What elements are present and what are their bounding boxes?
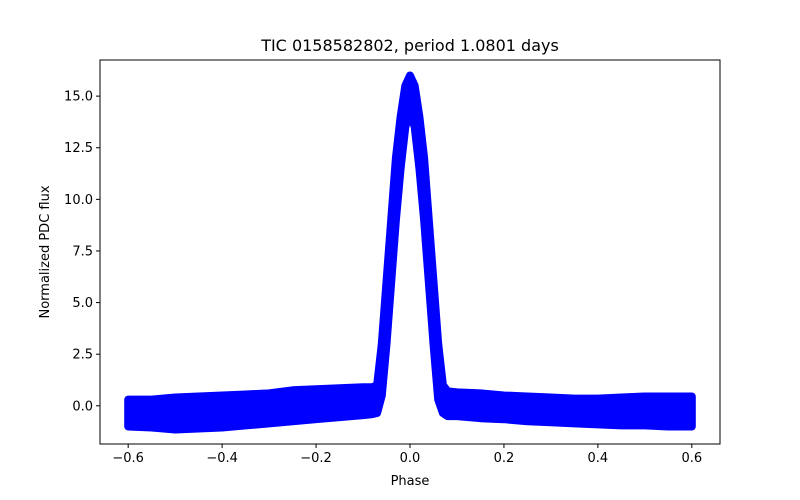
y-tick-label: 12.5: [64, 141, 93, 156]
x-tick-label: 0.0: [400, 451, 421, 466]
data-layer: [124, 71, 696, 434]
x-tick-label: 0.4: [588, 451, 609, 466]
x-tick-label: 0.2: [494, 451, 515, 466]
y-tick-label: 5.0: [72, 296, 93, 311]
x-axis-label: Phase: [391, 474, 430, 489]
y-axis: 0.0 2.5 5.0 7.5 10.0 12.5 15.0: [64, 90, 100, 414]
x-tick-label: −0.4: [206, 451, 238, 466]
x-tick-label: −0.6: [112, 451, 144, 466]
data-points: [124, 71, 696, 434]
y-tick-label: 7.5: [72, 244, 93, 259]
y-tick-label: 2.5: [72, 348, 93, 363]
chart-title: TIC 0158582802, period 1.0801 days: [260, 36, 559, 55]
y-axis-label: Normalized PDC flux: [38, 185, 53, 318]
y-tick-label: 15.0: [64, 90, 93, 105]
x-tick-label: −0.2: [300, 451, 332, 466]
x-tick-label: 0.6: [681, 451, 702, 466]
y-tick-label: 0.0: [72, 399, 93, 414]
x-axis: −0.6 −0.4 −0.2 0.0 0.2 0.4 0.6: [112, 444, 702, 466]
y-tick-label: 10.0: [64, 193, 93, 208]
